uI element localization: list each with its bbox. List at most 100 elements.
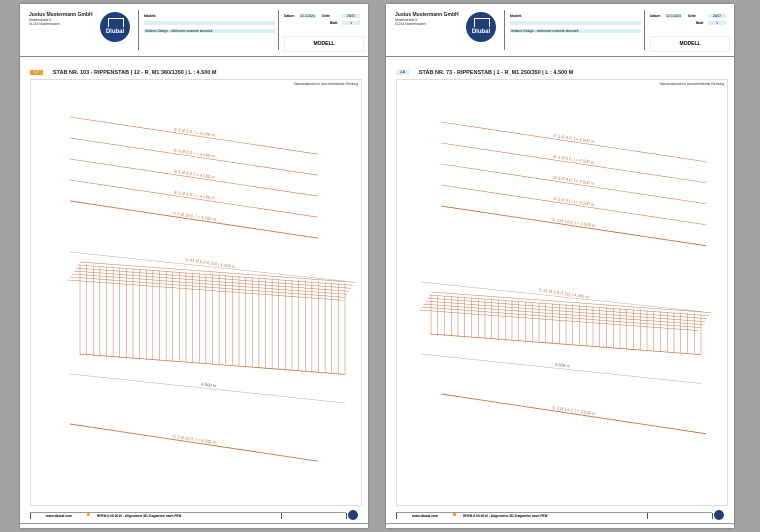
rebar-label: ⑤ 6 Ø 8.0, l = 4.500 m [173, 127, 216, 138]
divider [644, 10, 645, 50]
page-label: Seite [688, 14, 696, 18]
rebar-label: ① 2 Ø 14.0, l = 4.500 m [552, 217, 597, 229]
page-value: 26/37 [708, 14, 726, 18]
drawing-frame: Standardansicht in axonometrischer Richt… [396, 79, 728, 506]
view-direction: Standardansicht in axonometrischer Richt… [293, 82, 358, 86]
divider [278, 10, 279, 50]
logo-text: Dlubal [471, 29, 491, 35]
logo-text: Dlubal [105, 29, 125, 35]
page-header: Justus Mustermann GmbH Musterstraße 5 012… [386, 4, 734, 57]
footer-software: RFEM 6.05.0010 - Allgemeine 3D-Tragwerke… [463, 514, 548, 518]
dimension-line [420, 353, 702, 384]
rebar-line [69, 116, 319, 155]
longitudinal-bar [422, 303, 704, 325]
longitudinal-bar [67, 279, 344, 301]
sheet-label: Blatt [696, 21, 704, 25]
section-title: STAB NR. 103 - RIPPENSTAB | 12 - R_M1 38… [52, 70, 217, 76]
longitudinal-bar [420, 306, 702, 328]
footer-software: RFEM 6.05.0010 - Allgemeine 3D-Tragwerke… [97, 514, 182, 518]
model-value [510, 21, 641, 25]
company-name: Justus Mustermann GmbH [395, 12, 459, 18]
bottom-chord [430, 333, 702, 356]
rebar-line [69, 423, 319, 462]
divider [504, 10, 505, 50]
dimension-line [69, 251, 346, 282]
rebar-line [69, 179, 319, 218]
rebar-line [440, 121, 707, 163]
rebar-line [440, 142, 707, 184]
flag-icon [453, 513, 456, 516]
longitudinal-bar [73, 270, 350, 292]
drawing-frame: Standardansicht in axonometrischer Richt… [30, 79, 362, 506]
company-name: Justus Mustermann GmbH [29, 12, 93, 18]
dimension-line [420, 281, 702, 312]
street: Musterstraße 5 [395, 18, 418, 22]
rebar-label: ⑤ 5 Ø 8.0, l = 4.500 m [553, 133, 596, 144]
rebar-drawing: ⑤ 6 Ø 8.0, l = 4.500 m ④ 6 Ø 8.0, l = 4.5… [67, 116, 356, 462]
date-value: 12.3.2024 [299, 14, 316, 18]
rebar-line [69, 137, 319, 176]
section-heading: 1.8 STAB NR. 73 - RIPPENSTAB | 1 - R_M1 2… [396, 70, 573, 76]
section-title-box: MODELL [284, 36, 364, 52]
dimension-label: 4.500 m [555, 362, 571, 369]
divider [20, 523, 368, 524]
longitudinal-bar [79, 261, 356, 283]
dlubal-logo: Dlubal [100, 12, 130, 42]
date-label: Datum [284, 14, 295, 18]
bottom-chord [79, 353, 346, 375]
city: 01234 Musterhausen [395, 22, 426, 26]
footer-field [647, 513, 713, 519]
dlubal-footer-icon [714, 510, 724, 520]
longitudinal-bar [430, 291, 712, 313]
section-title: STAB NR. 73 - RIPPENSTAB | 1 - R_M1 250/… [418, 70, 574, 76]
footer-url[interactable]: www.dlubal.com [46, 514, 72, 518]
date-label: Datum [650, 14, 661, 18]
page-footer: www.dlubal.com RFEM 6.05.0010 - Allgemei… [30, 512, 347, 519]
longitudinal-bar [426, 297, 708, 319]
project-name: Seismic Design - reinforced concrete str… [144, 29, 275, 33]
rebar-label: ② 5 Ø 8.0, l = 4.500 m [553, 196, 596, 207]
footer-field [281, 513, 347, 519]
rebar-label: ① 2 Ø 14.0, l = 4.500 m [172, 210, 217, 222]
page-label: Seite [322, 14, 330, 18]
section-title-box: MODELL [650, 36, 730, 52]
project-name: Seismic Design - reinforced concrete str… [510, 29, 641, 33]
dimension-label: 4.500 m [201, 382, 217, 389]
rebar-drawing: ⑤ 5 Ø 8.0, l = 4.500 m ④ 5 Ø 8.0, l = 4.5… [418, 121, 712, 435]
city: 01234 Musterhausen [29, 22, 60, 26]
sheet-label: Blatt [330, 21, 338, 25]
report-page-left: Justus Mustermann GmbH Musterstraße 5 012… [20, 4, 368, 528]
page-header: Justus Mustermann GmbH Musterstraße 5 012… [20, 4, 368, 57]
footer-url[interactable]: www.dlubal.com [412, 514, 438, 518]
flag-icon [87, 513, 90, 516]
stirrup-label: ① 41 Ø 8.0-0.110 | 4.500 m [185, 257, 237, 270]
longitudinal-bar [75, 267, 352, 289]
report-page-right: Justus Mustermann GmbH Musterstraße 5 012… [386, 4, 734, 528]
sheet-value: 1 [708, 21, 726, 25]
sheet-value: 1 [342, 21, 360, 25]
dlubal-footer-icon [348, 510, 358, 520]
rebar-line [440, 163, 707, 205]
longitudinal-bar [428, 294, 710, 316]
dlubal-logo: Dlubal [466, 12, 496, 42]
section-number: 1.7 [30, 70, 43, 76]
divider [386, 523, 734, 524]
dimension-line [69, 373, 346, 404]
rebar-line [440, 184, 707, 226]
date-value: 12.3.2024 [665, 14, 682, 18]
company-address: Musterstraße 5 01234 Musterhausen [29, 18, 60, 26]
longitudinal-bar [69, 276, 346, 298]
view-direction: Standardansicht in axonometrischer Richt… [659, 82, 724, 86]
bottom-bar-label: ① 2 Ø 14.0, l = 4.500 m [172, 433, 217, 445]
rebar-line [69, 200, 319, 239]
page-value: 25/37 [342, 14, 360, 18]
page-footer: www.dlubal.com RFEM 6.05.0010 - Allgemei… [396, 512, 713, 519]
model-label: Modell: [144, 14, 157, 18]
rebar-label: ③ 6 Ø 8.0, l = 4.500 m [173, 169, 216, 180]
rebar-line [440, 393, 707, 435]
rebar-label: ② 6 Ø 8.0, l = 4.500 m [173, 190, 216, 201]
divider [138, 10, 139, 50]
rebar-label: ④ 5 Ø 8.0, l = 4.500 m [553, 154, 596, 165]
longitudinal-bar [71, 273, 348, 295]
rebar-label: ④ 6 Ø 8.0, l = 4.500 m [173, 148, 216, 159]
